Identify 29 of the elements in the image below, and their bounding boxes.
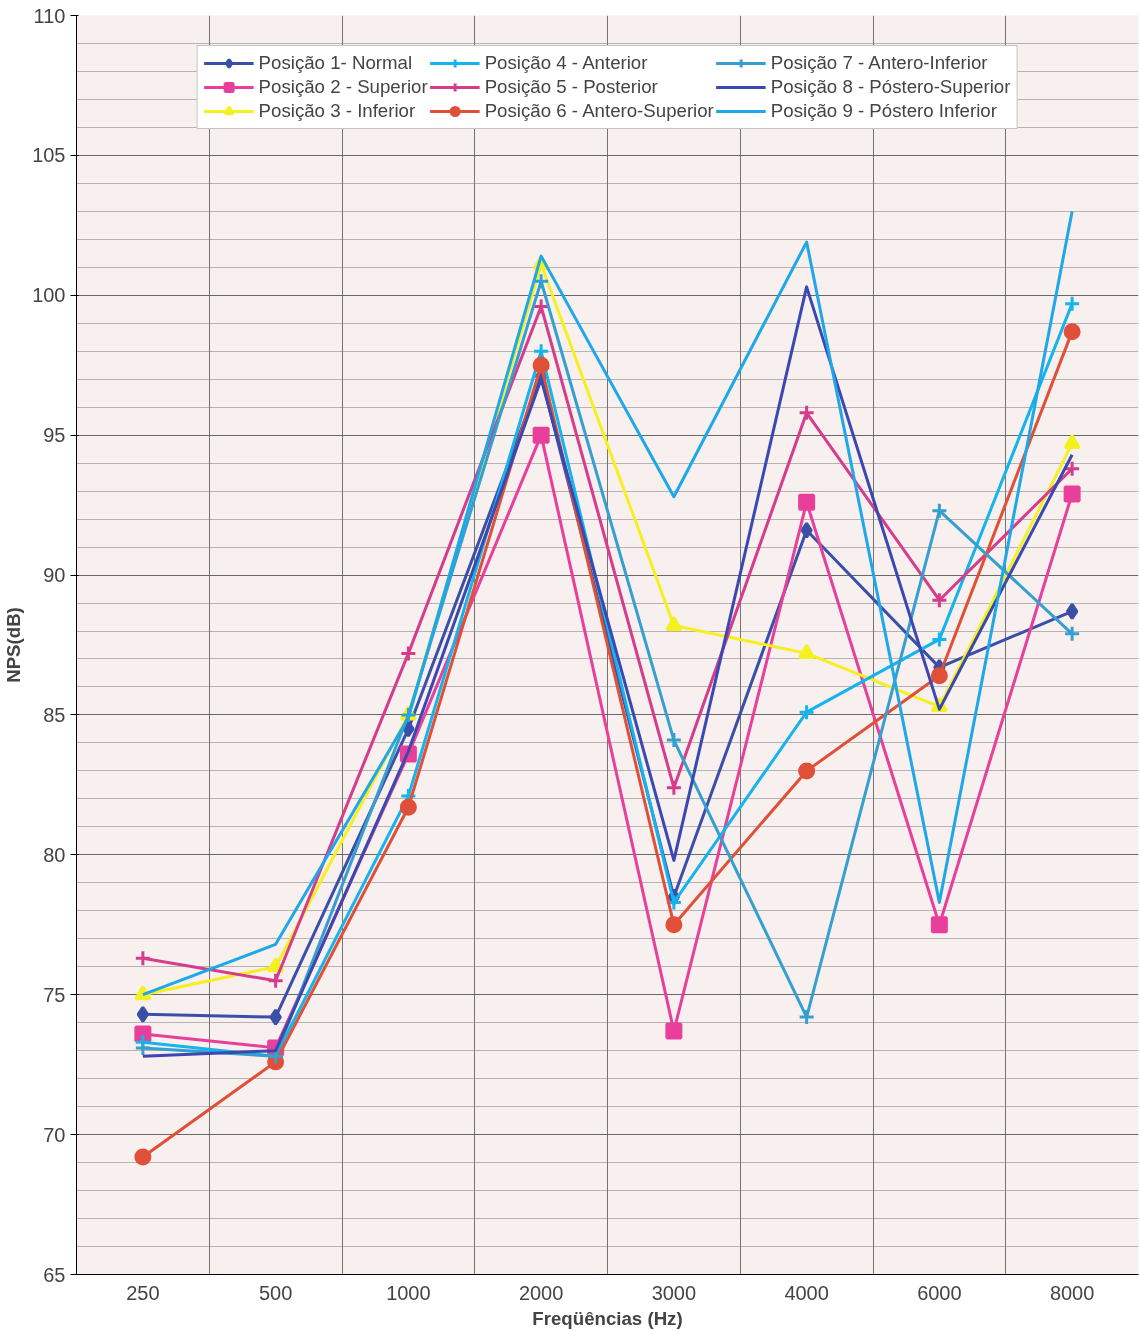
y-tick-label: 80 — [43, 843, 66, 866]
x-tick-label: 8000 — [1049, 1281, 1095, 1304]
y-tick-label: 65 — [43, 1263, 66, 1286]
x-tick-label: 6000 — [917, 1281, 962, 1304]
x-tick-label: 3000 — [651, 1281, 697, 1304]
y-tick-label: 70 — [43, 1123, 66, 1146]
y-tick-label: 110 — [33, 4, 66, 27]
x-tick-label: 250 — [126, 1281, 160, 1304]
y-tick-label: 75 — [43, 983, 66, 1006]
legend-label: Posição 3 - Inferior — [258, 100, 416, 122]
legend-label: Posição 8 - Póstero-Superior — [770, 76, 1011, 98]
legend-label: Posição 6 - Antero-Superior — [484, 100, 714, 122]
x-tick-label: 2000 — [518, 1281, 564, 1304]
legend-label: Posição 2 - Superior — [258, 76, 428, 98]
x-tick-label: 1000 — [386, 1281, 431, 1304]
x-tick-label: 4000 — [784, 1281, 829, 1304]
x-axis-title: Freqüências (Hz) — [532, 1307, 683, 1329]
legend-label: Posição 1- Normal — [258, 52, 413, 74]
legend-label: Posição 9 - Póstero Inferior — [770, 100, 997, 122]
y-tick-label: 90 — [43, 564, 66, 587]
legend-label: Posição 5 - Posterior — [484, 76, 658, 98]
y-tick-label: 105 — [32, 144, 66, 167]
y-axis-title: NPS(dB) — [3, 607, 25, 683]
y-tick-label: 95 — [43, 424, 66, 447]
x-tick-label: 500 — [258, 1281, 293, 1304]
legend-label: Posição 7 - Antero-Inferior — [770, 52, 988, 74]
legend-label: Posição 4 - Anterior — [484, 52, 648, 74]
y-tick-label: 85 — [43, 703, 66, 726]
y-tick-label: 100 — [32, 284, 66, 307]
